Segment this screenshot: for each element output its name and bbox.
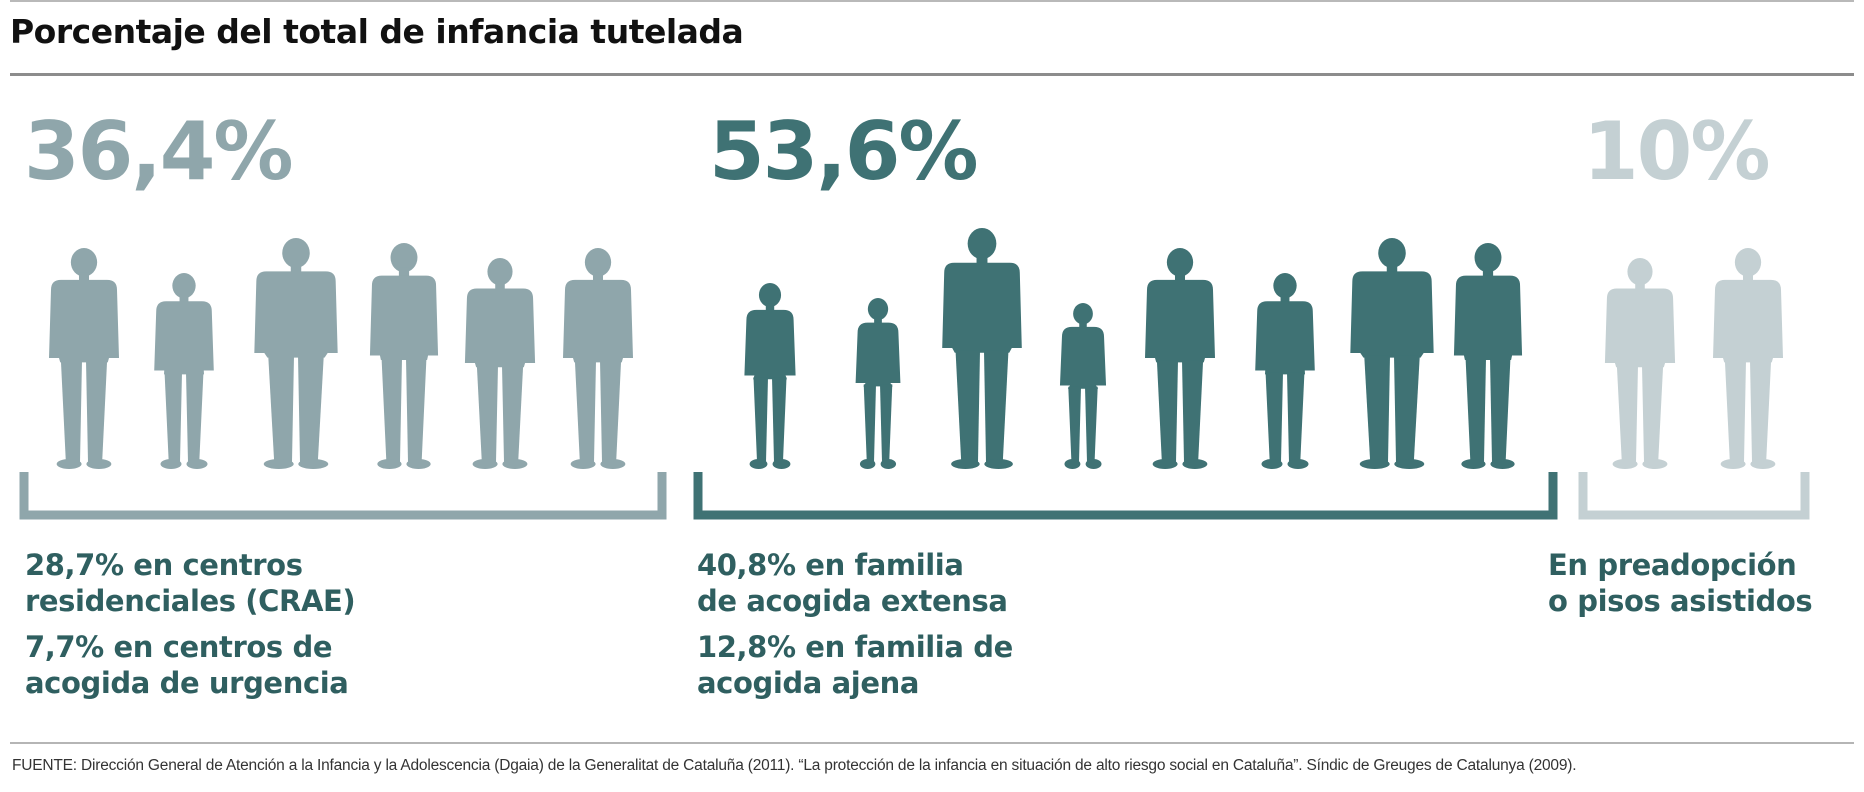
group-2-figure-4 [1059, 303, 1107, 469]
group-1-item-2-line-2: acogida de urgencia [25, 666, 349, 700]
group-2-item-1-line-2: de acogida extensa [697, 584, 1008, 618]
top-rule [10, 0, 1854, 2]
chart-title: Porcentaje del total de infancia tutelad… [10, 12, 744, 51]
group-1-figure-3 [254, 238, 338, 469]
group-2-item-1-line-1: 40,8% en familia [697, 548, 964, 582]
group-2-figure-6 [1255, 273, 1315, 469]
group-1-item-1-line-2: residenciales (CRAE) [25, 584, 356, 618]
group-2-figure-7 [1350, 238, 1434, 469]
figures-panel [19, 228, 1810, 520]
group-2-figure-8 [1453, 243, 1523, 469]
source-note: FUENTE: Dirección General de Atención a … [12, 757, 1577, 774]
group-1-breakdown: 28,7% en centros residenciales (CRAE) 7,… [25, 547, 356, 701]
group-2-item-2-line-2: acogida ajena [697, 666, 919, 700]
group-3-percentage: 10% [1583, 105, 1770, 198]
group-1-bracket [19, 472, 667, 520]
footer-rule [10, 742, 1854, 744]
group-1-percentage: 36,4% [24, 105, 294, 198]
group-1-item-2-line-1: 7,7% en centros de [25, 630, 333, 664]
group-2-figure-5 [1145, 247, 1215, 469]
group-2-figure-1 [744, 283, 796, 469]
group-1-figure-4 [369, 243, 439, 469]
group-1-figure-2 [154, 273, 214, 469]
group-2-figure-3 [942, 228, 1022, 469]
group-2-breakdown: 40,8% en familia de acogida extensa 12,8… [697, 547, 1013, 701]
group-3-item-1-line-1: En preadopción [1548, 548, 1797, 582]
group-2-item-2-line-1: 12,8% en familia de [697, 630, 1013, 664]
group-1-figure-1 [49, 247, 119, 469]
title-rule [10, 73, 1854, 76]
group-2-figure-2 [855, 298, 901, 469]
group-3-figure-1 [1604, 258, 1676, 469]
group-2-percentage: 53,6% [709, 105, 979, 198]
group-1-figure-6 [563, 247, 633, 469]
group-3-breakdown: En preadopción o pisos asistidos [1548, 547, 1813, 619]
group-3-item-1-line-2: o pisos asistidos [1548, 584, 1813, 618]
group-2-bracket [693, 472, 1558, 520]
group-3-figure-2 [1713, 247, 1783, 469]
group-3-bracket [1578, 472, 1810, 520]
group-1-item-1-line-1: 28,7% en centros [25, 548, 303, 582]
group-1-figure-5 [464, 258, 536, 469]
